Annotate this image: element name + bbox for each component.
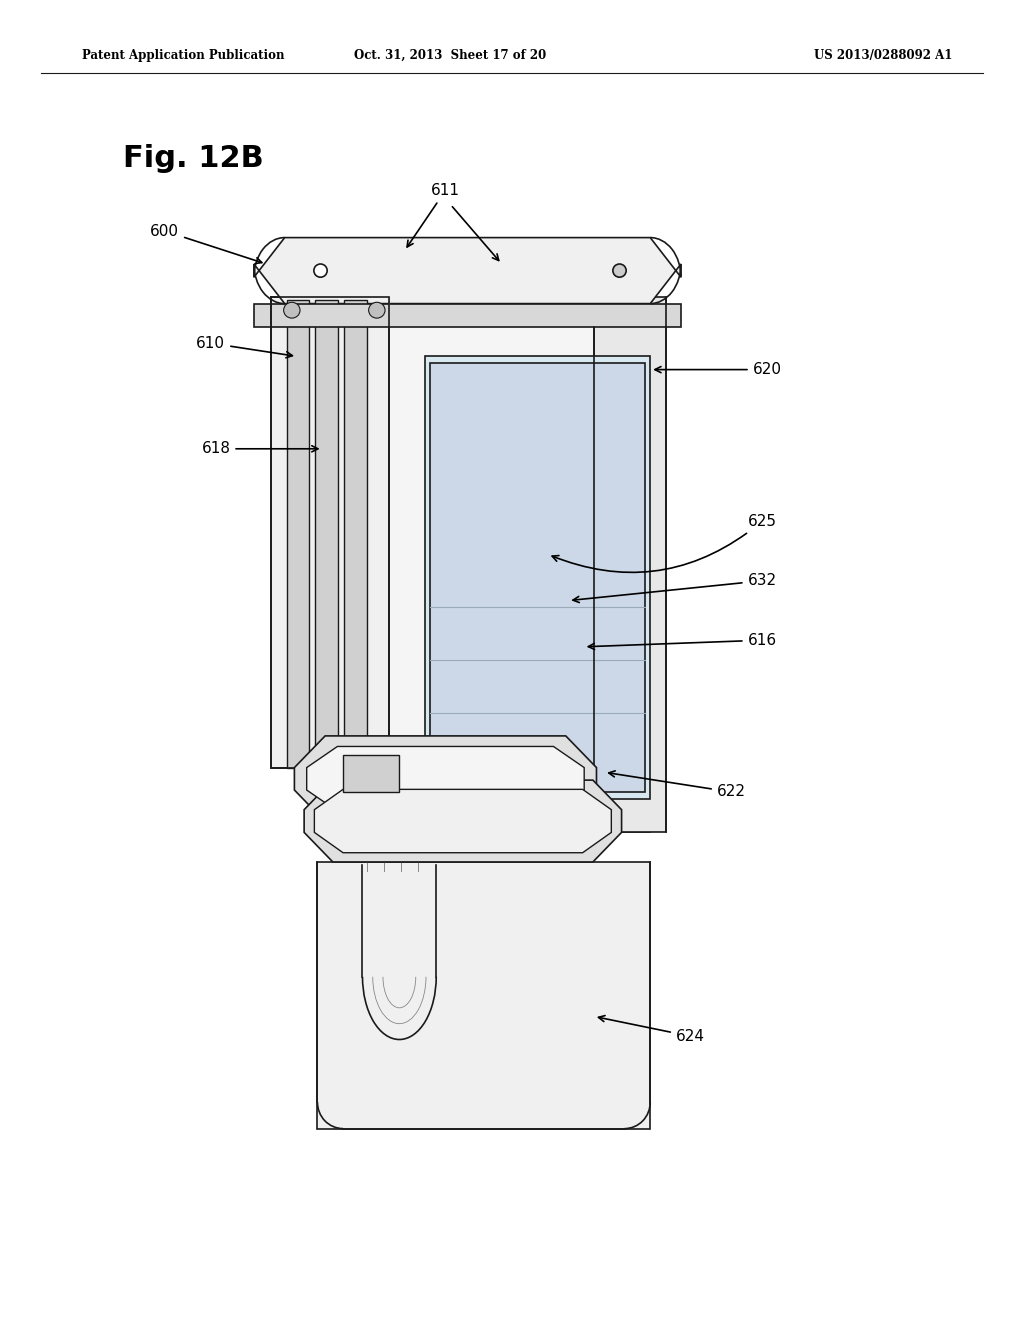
Polygon shape — [315, 300, 338, 768]
Polygon shape — [287, 300, 309, 768]
Polygon shape — [317, 862, 650, 1129]
Polygon shape — [344, 300, 367, 768]
Polygon shape — [594, 297, 666, 832]
Polygon shape — [295, 737, 596, 821]
Ellipse shape — [612, 264, 626, 277]
Ellipse shape — [284, 302, 300, 318]
Text: 616: 616 — [589, 632, 776, 649]
Text: US 2013/0288092 A1: US 2013/0288092 A1 — [814, 49, 952, 62]
Text: 610: 610 — [197, 335, 293, 358]
Polygon shape — [314, 789, 611, 853]
Text: 622: 622 — [608, 771, 745, 800]
Text: Patent Application Publication: Patent Application Publication — [82, 49, 285, 62]
Polygon shape — [384, 297, 650, 832]
Text: 611: 611 — [408, 183, 460, 247]
Polygon shape — [343, 755, 399, 792]
Text: 624: 624 — [598, 1015, 705, 1044]
Polygon shape — [271, 297, 389, 768]
Polygon shape — [430, 363, 645, 792]
Text: 625: 625 — [552, 513, 776, 573]
Text: 632: 632 — [573, 573, 776, 602]
Text: 618: 618 — [202, 441, 317, 457]
Polygon shape — [254, 238, 681, 304]
Text: 600: 600 — [151, 223, 262, 264]
Polygon shape — [304, 780, 622, 862]
Polygon shape — [307, 747, 584, 810]
Polygon shape — [254, 304, 681, 327]
Text: Fig. 12B: Fig. 12B — [123, 144, 263, 173]
Ellipse shape — [313, 264, 328, 277]
Text: 620: 620 — [655, 362, 781, 378]
Text: Oct. 31, 2013  Sheet 17 of 20: Oct. 31, 2013 Sheet 17 of 20 — [354, 49, 547, 62]
Polygon shape — [425, 356, 650, 799]
Ellipse shape — [369, 302, 385, 318]
